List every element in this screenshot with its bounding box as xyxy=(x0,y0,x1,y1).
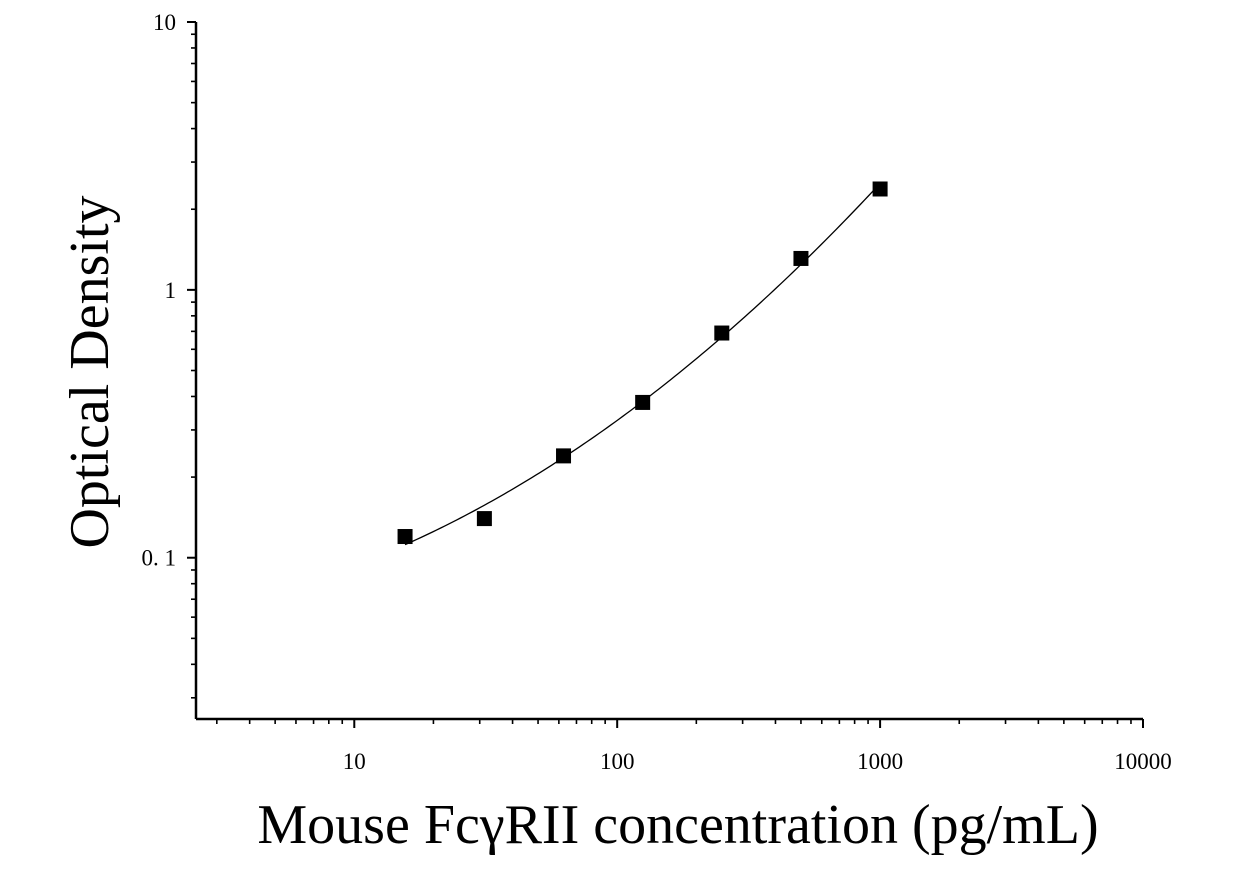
y-tick-label: 1 xyxy=(165,278,177,303)
data-point xyxy=(872,181,888,197)
x-tick-label: 10 xyxy=(343,749,366,774)
tick-labels: 10 100 1000 10000 0. 1 1 10 xyxy=(142,10,1172,774)
y-tick-label: 10 xyxy=(153,10,176,35)
data-point xyxy=(793,250,809,266)
y-axis-title: Optical Density xyxy=(59,195,121,548)
x-tick-label: 100 xyxy=(600,749,635,774)
x-tick-label: 10000 xyxy=(1114,749,1172,774)
fit-curve-layer xyxy=(404,183,881,546)
data-point xyxy=(476,511,492,527)
y-tick-label: 0. 1 xyxy=(142,546,177,571)
x-axis-title: Mouse FcγRII concentration (pg/mL) xyxy=(257,794,1098,856)
fit-curve xyxy=(404,183,881,546)
data-point xyxy=(635,394,651,410)
axes xyxy=(194,22,1143,721)
data-point xyxy=(714,325,730,341)
data-point xyxy=(556,448,572,464)
data-points xyxy=(397,181,888,545)
data-point xyxy=(397,529,413,545)
axis-ticks xyxy=(187,21,1144,728)
x-tick-label: 1000 xyxy=(857,749,903,774)
